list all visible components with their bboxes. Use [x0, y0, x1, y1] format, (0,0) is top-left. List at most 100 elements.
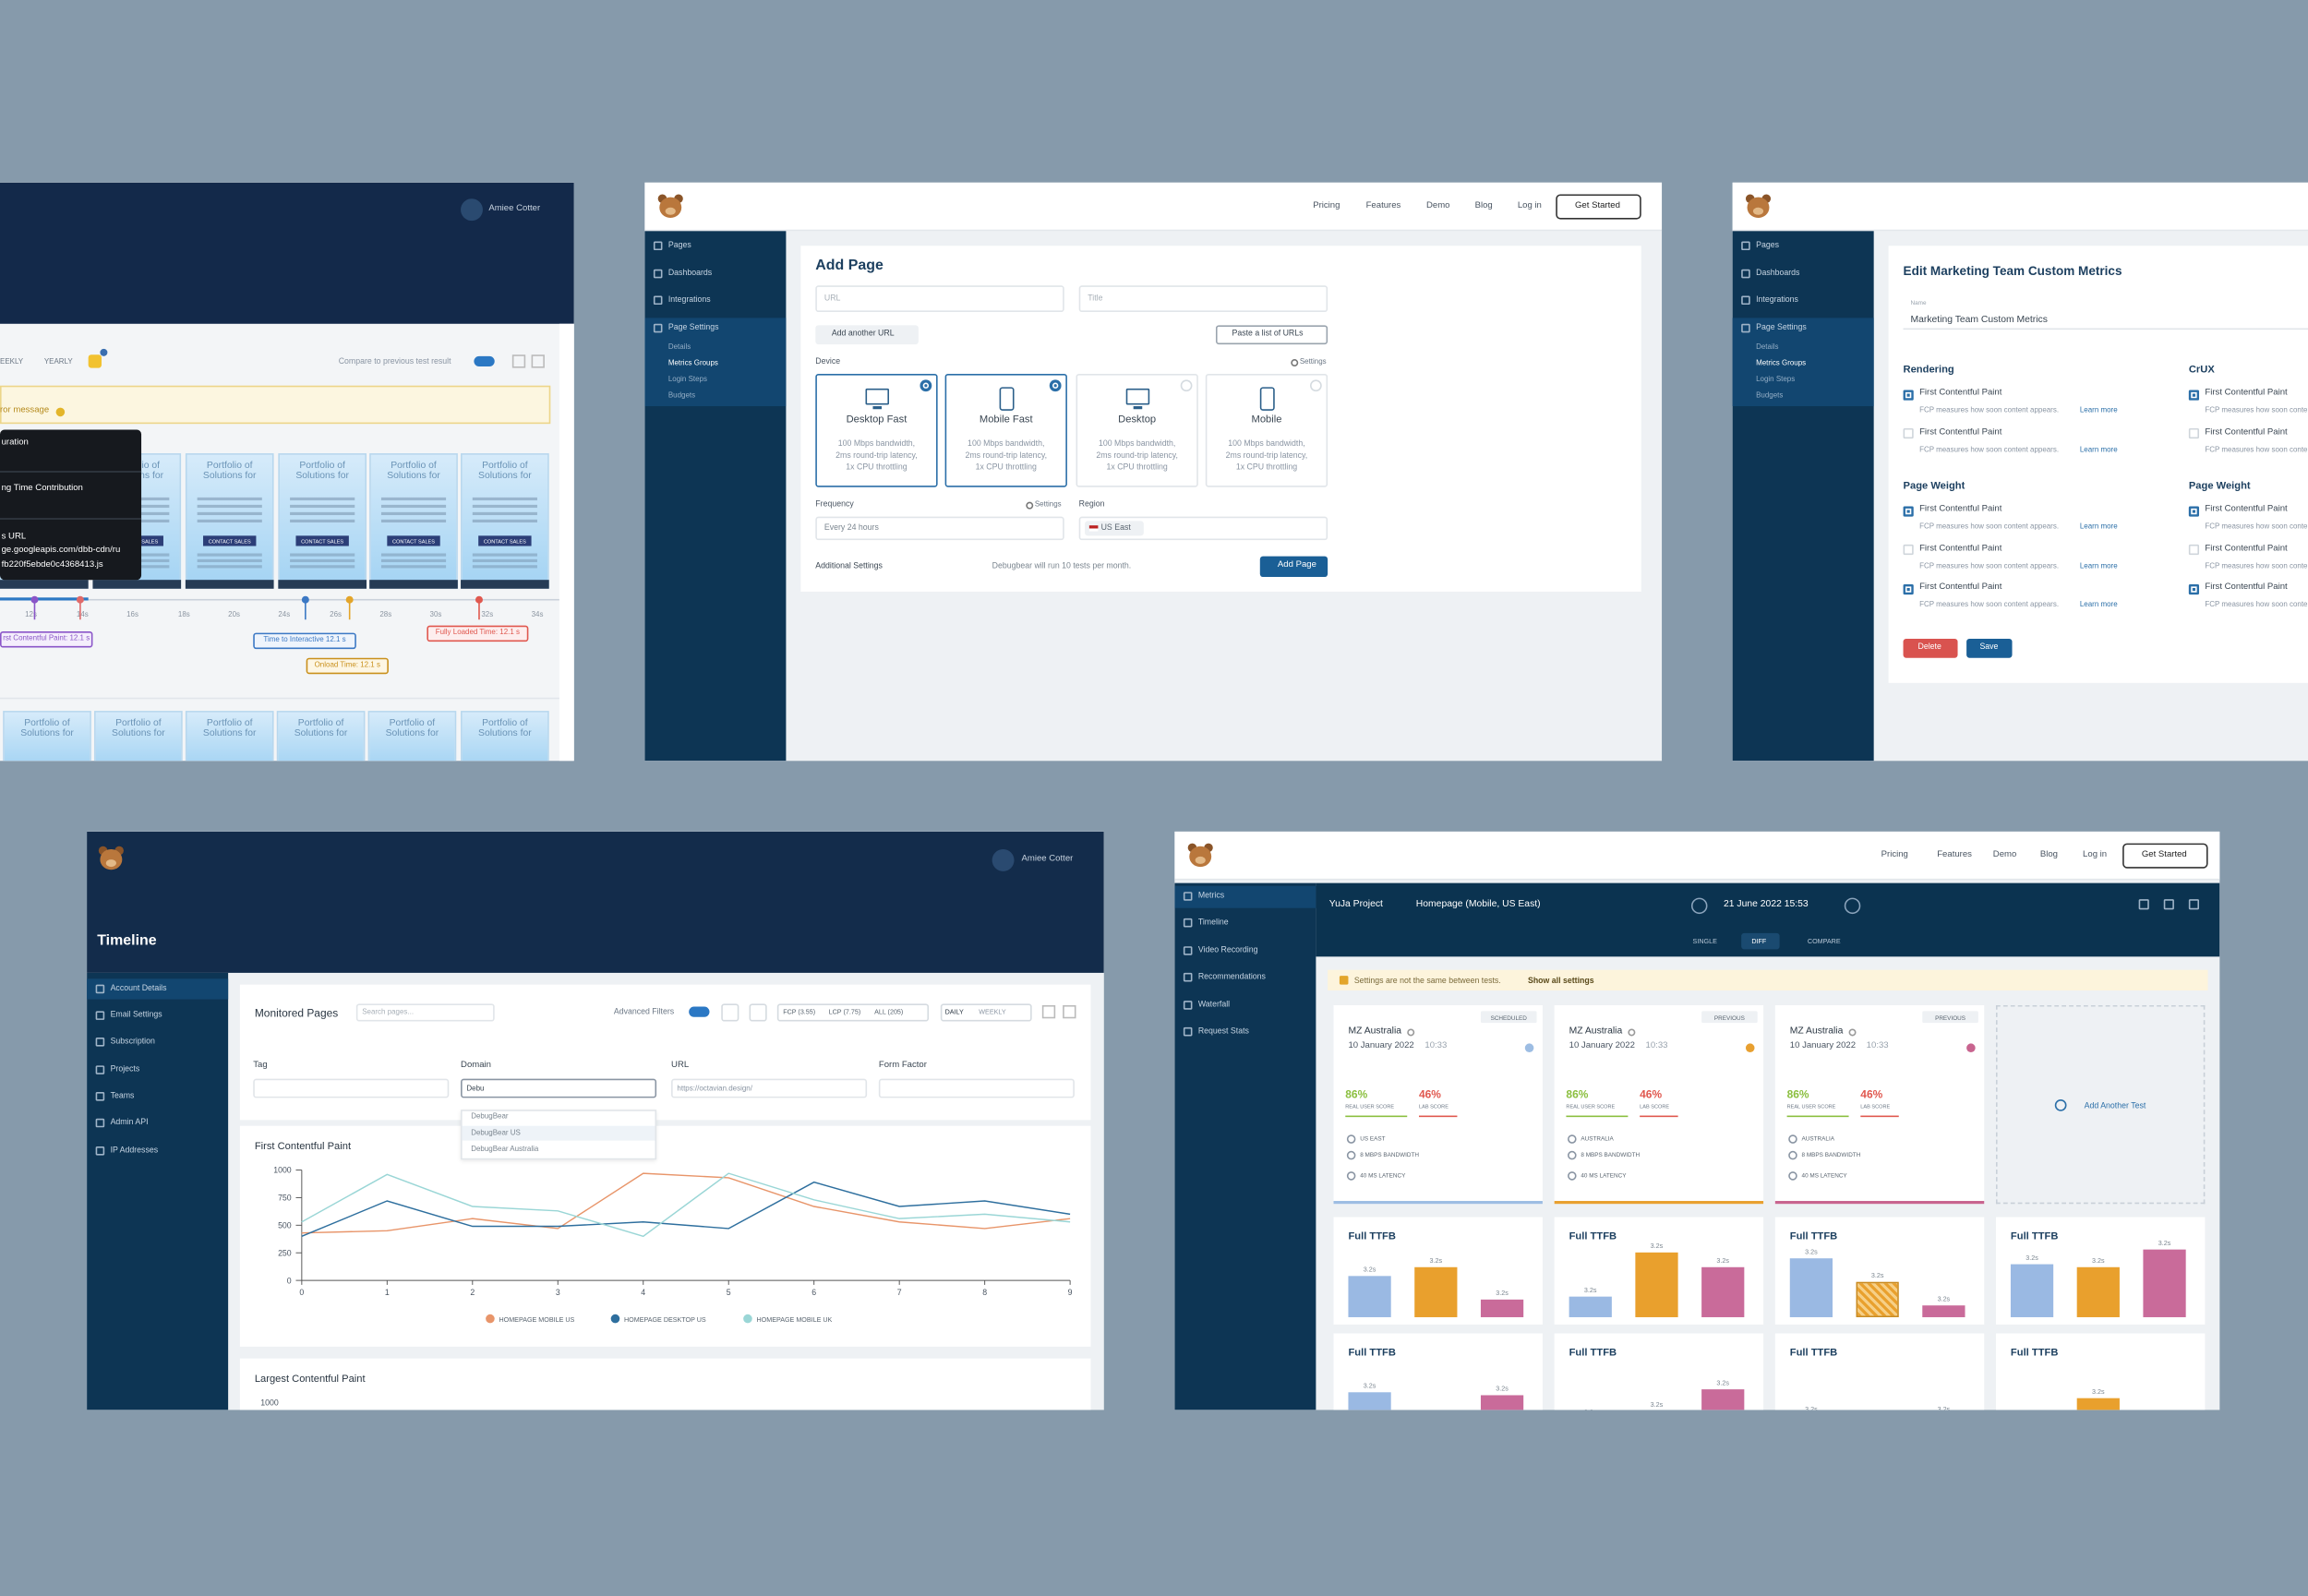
add-url-button[interactable] — [815, 325, 919, 345]
view-icon[interactable] — [511, 354, 526, 368]
save-button[interactable] — [1966, 638, 2013, 658]
error-icon — [55, 407, 66, 417]
legend-swatch — [743, 1314, 752, 1324]
view-icon[interactable] — [1063, 1004, 1076, 1019]
add-page-panel: Pricing Features Demo Blog Log in Get Started… — [644, 182, 1663, 762]
sidebar-item: Metrics — [1197, 891, 1225, 901]
lab-score: 46% — [1860, 1086, 1883, 1100]
filter-select[interactable] — [461, 1078, 657, 1098]
prev-button[interactable] — [1690, 897, 1708, 915]
add-test-icon[interactable] — [2054, 1099, 2067, 1111]
device-card[interactable] — [1205, 373, 1328, 487]
device-icon — [865, 388, 890, 405]
x-tick-label: 8 — [982, 1288, 987, 1297]
test-setting: US EAST — [1360, 1134, 1386, 1142]
toolbar-icon[interactable] — [2138, 899, 2149, 910]
view-icon[interactable] — [531, 354, 545, 368]
nav-link: Demo — [1992, 851, 2017, 860]
ttfb-title: Full TTFB — [1348, 1231, 1396, 1242]
sidebar-subitem: Details — [1756, 342, 1779, 353]
button-label: Paste a list of URLs — [1232, 330, 1304, 340]
next-button[interactable] — [1844, 897, 1861, 915]
ttfb-bar — [2143, 1249, 2186, 1317]
dropdown-highlight — [462, 1125, 655, 1141]
select-value: Every 24 hours — [823, 523, 879, 533]
test-card — [1554, 1004, 1764, 1205]
nav-icon — [1183, 918, 1193, 928]
button-label: Add another URL — [831, 330, 895, 340]
y-tick-label: 500 — [278, 1221, 292, 1230]
thumbnail-footer — [461, 580, 549, 589]
test-name: MZ Australia — [1789, 1026, 1844, 1037]
lab-score: 46% — [1640, 1086, 1663, 1100]
flag — [1088, 525, 1099, 532]
device-description: 1x CPU throttling — [1235, 463, 1298, 473]
device-description: 2ms round-trip latency, — [965, 451, 1048, 462]
delete-button[interactable] — [1903, 638, 1958, 658]
toolbar-icon[interactable] — [2163, 899, 2174, 910]
test-setting: AUSTRALIA — [1801, 1134, 1834, 1142]
ttfb-bar — [1701, 1389, 1745, 1410]
device-card[interactable] — [944, 373, 1067, 487]
device-card[interactable] — [1076, 373, 1198, 487]
logo — [659, 197, 682, 218]
logo-ear — [98, 846, 108, 856]
paste-button[interactable] — [1215, 325, 1328, 345]
thumbnail-footer — [0, 580, 89, 589]
cta-button[interactable] — [2122, 843, 2208, 869]
nav-icon — [1741, 295, 1750, 306]
frequency-select[interactable] — [815, 516, 1064, 541]
test-card — [1333, 1004, 1543, 1205]
thumbnail-footer — [369, 580, 458, 589]
sidebar-item: Admin API — [110, 1118, 149, 1127]
logo-snout — [105, 859, 116, 868]
ttfb-bar-label: 3.2s — [1805, 1405, 1818, 1410]
sidebar-item: Timeline — [1197, 918, 1229, 927]
url-input[interactable] — [815, 285, 1064, 313]
cta-button[interactable] — [1556, 194, 1641, 220]
title-input[interactable] — [1078, 285, 1328, 313]
filter-select[interactable] — [878, 1078, 1075, 1098]
toggle[interactable] — [689, 1006, 710, 1017]
submit-button[interactable] — [1259, 556, 1328, 578]
thumbnail-text — [472, 504, 537, 509]
search-input[interactable] — [355, 1003, 495, 1022]
logo — [1747, 197, 1770, 218]
nav-icon — [1183, 1026, 1193, 1037]
checkbox — [2188, 389, 2200, 400]
page-title: Timeline — [97, 932, 157, 950]
checkbox — [2188, 427, 2200, 439]
ttfb-bar — [1789, 1258, 1833, 1317]
field-label: Frequency — [815, 499, 854, 510]
filter-select[interactable] — [671, 1078, 868, 1098]
card — [1888, 246, 2308, 683]
timeline-progress — [0, 597, 89, 601]
metric-filter: FCP (3.55) — [783, 1008, 816, 1016]
marker-box — [427, 625, 529, 642]
toggle[interactable] — [474, 355, 495, 367]
section-title: Monitored Pages — [254, 1005, 339, 1020]
icon-button[interactable] — [721, 1003, 739, 1022]
group-title: Page Weight — [1903, 481, 1965, 492]
thumbnail-text — [380, 565, 447, 568]
thumbnail — [367, 711, 457, 762]
filter-select[interactable] — [253, 1078, 450, 1098]
lcp-card — [239, 1358, 1091, 1410]
thumbnail-text — [472, 497, 537, 501]
device-card[interactable] — [815, 373, 938, 487]
thumbnail-text — [380, 511, 447, 516]
toolbar-icon[interactable] — [2188, 899, 2200, 910]
real-user-score: 86% — [1345, 1086, 1368, 1100]
marker-line — [478, 598, 480, 620]
ttfb-bar-label: 3.2s — [1429, 1256, 1443, 1265]
icon-button[interactable] — [749, 1003, 767, 1022]
thumbnail-text — [197, 553, 262, 556]
ttfb-title: Full TTFB — [1569, 1348, 1617, 1359]
y-tick-label: 1000 — [260, 1398, 279, 1409]
delete-label: Delete — [1917, 643, 1941, 653]
region-select[interactable] — [1078, 516, 1328, 541]
view-icon[interactable] — [1041, 1004, 1056, 1019]
logo — [100, 848, 123, 870]
score-bar — [1786, 1115, 1849, 1118]
thumbnail-footer — [278, 580, 367, 589]
